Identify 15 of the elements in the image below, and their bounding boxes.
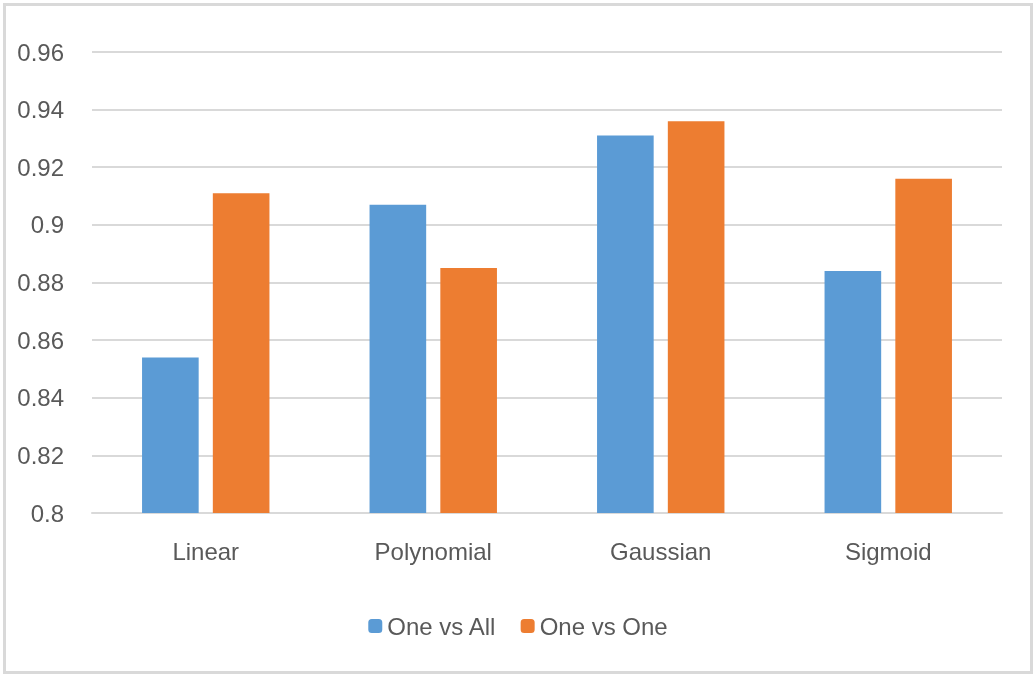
y-tick-label: 0.9 [30, 211, 64, 239]
x-tick-label: Gaussian [610, 537, 712, 565]
legend-label: One vs One [539, 612, 668, 640]
y-tick-label: 0.84 [17, 384, 64, 412]
y-tick-label: 0.88 [17, 269, 64, 296]
y-tick-label: 0.8 [30, 499, 64, 527]
x-tick-label: Sigmoid [844, 537, 932, 565]
y-tick-label: 0.92 [17, 153, 64, 181]
y-tick-label: 0.96 [17, 38, 64, 66]
y-tick-label: 0.86 [17, 326, 64, 354]
x-tick-label: Linear [172, 537, 240, 565]
x-tick-label: Polynomial [374, 537, 492, 565]
y-tick-label: 0.94 [17, 96, 64, 124]
legend-label: One vs All [387, 612, 496, 640]
y-tick-label: 0.82 [17, 441, 64, 469]
